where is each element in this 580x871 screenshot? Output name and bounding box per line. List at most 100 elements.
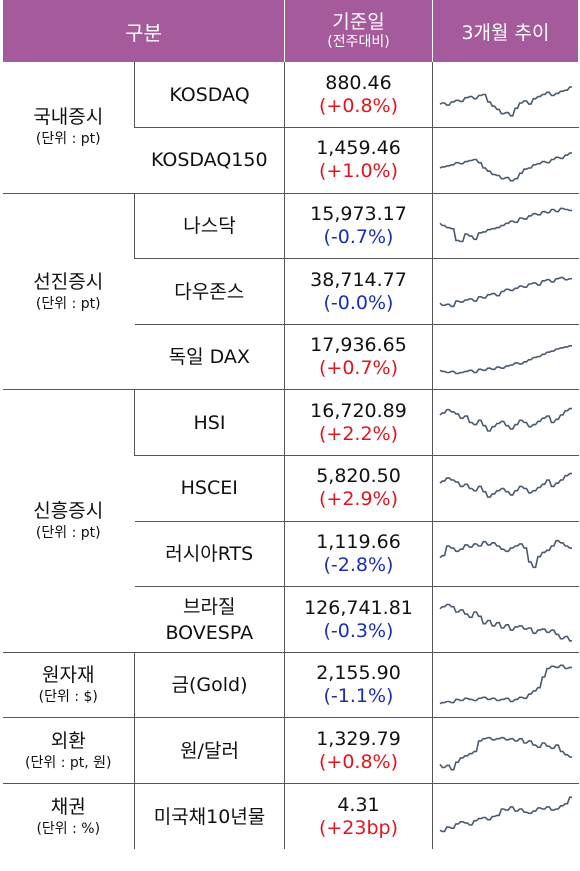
group-name: 외환 xyxy=(50,729,86,752)
trend-cell xyxy=(432,258,579,325)
weekly-change: (-0.7%) xyxy=(323,225,394,248)
value-cell: 38,714.77 (-0.0%) xyxy=(284,258,433,325)
group-cell: 채권 (단위 : %) xyxy=(3,784,135,850)
header-trend: 3개월 추이 xyxy=(432,0,579,62)
weekly-change: (+1.0%) xyxy=(318,160,398,183)
value-cell: 1,459.46 (+1.0%) xyxy=(284,127,433,194)
index-value: 1,329.79 xyxy=(316,727,401,750)
table-row: 신흥증시 (단위 : pt) HSI 16,720.89 (+2.2%) xyxy=(2,389,579,653)
index-name: HSCEI xyxy=(134,455,285,522)
group-name: 국내증시 xyxy=(33,106,104,129)
group-unit: (단위 : %) xyxy=(36,820,101,837)
sparkline-chart xyxy=(439,407,572,432)
header-category: 구분 xyxy=(2,0,285,62)
group-name: 채권 xyxy=(50,795,86,818)
value-cell: 880.46 (+0.8%) xyxy=(284,62,433,129)
sparkline-path xyxy=(439,736,572,771)
sparkline-chart xyxy=(439,152,572,182)
index-value: 16,720.89 xyxy=(310,399,407,422)
weekly-change: (-1.1%) xyxy=(323,685,394,708)
index-name: 독일 DAX xyxy=(134,324,285,391)
group-cell: 국내증시 (단위 : pt) xyxy=(2,62,135,194)
group-unit: (단위 : pt) xyxy=(35,525,101,542)
index-name: 금(Gold) xyxy=(134,652,285,719)
sparkline-chart xyxy=(439,207,572,243)
sparkline-chart xyxy=(439,539,572,569)
value-cell: 1,329.79 (+0.8%) xyxy=(284,717,433,785)
header-base-date-label: 기준일 xyxy=(332,11,385,33)
sparkline-chart xyxy=(439,345,572,375)
weekly-change: (+2.2%) xyxy=(318,422,398,445)
value-cell: 5,820.50 (+2.9%) xyxy=(284,455,433,522)
table-body: 국내증시 (단위 : pt) KOSDAQ 880.46 (+0.8%) KOSDAQ15… xyxy=(2,62,579,850)
sparkline-chart xyxy=(439,85,572,117)
index-name: 나스닥 xyxy=(134,193,285,260)
table-row: KOSDAQ150 1,459.46 (+1.0%) xyxy=(3,127,579,194)
value-cell: 15,973.17 (-0.7%) xyxy=(284,193,433,260)
market-summary-table: 구분 기준일 (전주대비) 3개월 추이 국내증시 (단위 : pt) KOSDAQ… xyxy=(2,0,579,850)
sparkline-path xyxy=(439,152,572,182)
weekly-change: (+0.8%) xyxy=(318,750,398,773)
trend-cell xyxy=(432,127,579,194)
table-row: 선진증시 (단위 : pt) 나스닥 15,973.17 (-0.7%) xyxy=(2,193,579,391)
weekly-change: (-0.0%) xyxy=(323,291,394,314)
trend-cell xyxy=(432,455,579,522)
weekly-change: (+23bp) xyxy=(318,816,399,839)
sparkline-path xyxy=(439,207,572,243)
trend-cell xyxy=(432,717,579,785)
table-row: 다우존스 38,714.77 (-0.0%) xyxy=(3,258,579,325)
index-value: 2,155.90 xyxy=(316,662,401,685)
index-value: 1,119.66 xyxy=(316,530,401,553)
index-value: 1,459.46 xyxy=(316,137,401,160)
table-row: 채권 (단위 : %) 미국채10년물 4.31 (+23bp) xyxy=(3,783,579,850)
value-cell: 2,155.90 (-1.1%) xyxy=(284,652,433,719)
table-row: HSCEI 5,820.50 (+2.9%) xyxy=(3,455,579,522)
sparkline-path xyxy=(439,473,572,499)
group-cell: 원자재 (단위 : $) xyxy=(2,652,135,719)
sparkline-chart xyxy=(439,736,572,771)
sparkline-path xyxy=(439,603,572,642)
sparkline-path xyxy=(439,85,572,117)
group-cell: 선진증시 (단위 : pt) xyxy=(2,193,135,391)
weekly-change: (-2.8%) xyxy=(323,553,394,576)
sparkline-chart xyxy=(439,664,572,705)
trend-cell xyxy=(432,652,579,719)
header-base-date: 기준일 (전주대비) xyxy=(284,0,433,62)
weekly-change: (+0.7%) xyxy=(318,357,398,380)
index-name: KOSDAQ xyxy=(134,62,285,129)
index-name: 브라질 BOVESPA xyxy=(134,586,285,653)
index-name: 다우존스 xyxy=(134,258,285,325)
sparkline-chart xyxy=(439,473,572,499)
index-name: KOSDAQ150 xyxy=(134,127,285,194)
group-unit: (단위 : pt) xyxy=(35,131,101,148)
index-name: HSI xyxy=(134,389,285,457)
trend-cell xyxy=(432,62,579,129)
sparkline-path xyxy=(439,276,572,307)
index-value: 4.31 xyxy=(337,793,380,816)
trend-cell xyxy=(432,586,579,653)
sparkline-path xyxy=(439,539,572,569)
group-unit: (단위 : pt) xyxy=(35,295,101,312)
sparkline-path xyxy=(439,407,572,432)
value-cell: 4.31 (+23bp) xyxy=(284,783,433,850)
group-unit: (단위 : $) xyxy=(38,689,98,706)
header-base-date-sub: (전주대비) xyxy=(327,34,390,50)
value-cell: 1,119.66 (-2.8%) xyxy=(284,521,433,588)
table-row: 독일 DAX 17,936.65 (+0.7%) xyxy=(3,324,579,391)
index-value: 38,714.77 xyxy=(310,268,407,291)
group-name: 원자재 xyxy=(42,664,95,687)
sparkline-path xyxy=(439,664,572,705)
trend-cell xyxy=(432,324,579,391)
table-row: 브라질 BOVESPA 126,741.81 (-0.3%) xyxy=(3,586,579,653)
group-unit: (단위 : pt, 원) xyxy=(25,754,112,771)
index-name: 러시아RTS xyxy=(134,521,285,588)
weekly-change: (+2.9%) xyxy=(318,488,398,511)
index-value: 15,973.17 xyxy=(310,202,407,225)
index-value: 5,820.50 xyxy=(316,465,401,488)
index-value: 17,936.65 xyxy=(310,334,407,357)
table-row: 러시아RTS 1,119.66 (-2.8%) xyxy=(3,521,579,588)
trend-cell xyxy=(432,521,579,588)
header-row: 구분 기준일 (전주대비) 3개월 추이 xyxy=(2,0,579,62)
group-name: 신흥증시 xyxy=(33,500,104,523)
table-row: 원자재 (단위 : $) 금(Gold) 2,155.90 (-1.1%) xyxy=(2,652,579,719)
